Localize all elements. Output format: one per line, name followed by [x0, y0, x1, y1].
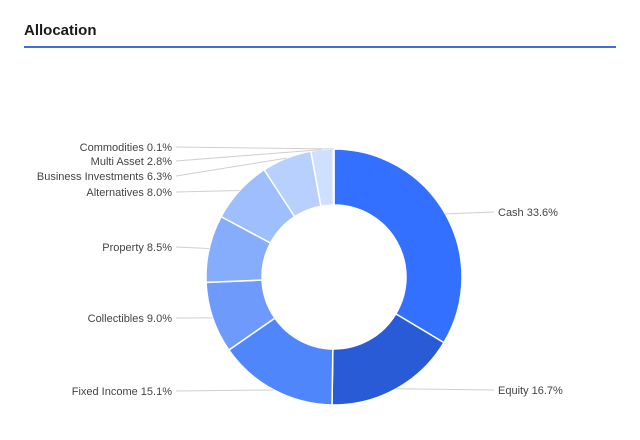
donut-slices [205, 148, 463, 406]
label-multi-asset: Multi Asset 2.8% [91, 156, 173, 168]
label-collectibles: Collectibles 9.0% [88, 313, 173, 325]
label-property: Property 8.5% [102, 242, 172, 254]
leader-line-fixed-income [175, 389, 274, 392]
leader-line-cash [445, 211, 495, 215]
leader-line-property [175, 246, 210, 250]
leader-line-multi-asset [175, 149, 323, 162]
leader-line-business-investments [175, 157, 287, 177]
leader-line-equity [396, 388, 495, 391]
slice-cash [333, 148, 463, 344]
slice-labels: Cash 33.6% Equity 16.7% Fixed Income 15.1%… [37, 142, 563, 398]
label-business-investments: Business Investments 6.3% [37, 171, 172, 183]
label-commodities: Commodities 0.1% [80, 142, 173, 154]
section-header: Allocation [24, 0, 616, 48]
leader-lines [175, 146, 495, 392]
section-title: Allocation [24, 22, 97, 39]
label-alternatives: Alternatives 8.0% [86, 187, 172, 199]
slice-commodities [332, 148, 335, 206]
label-cash: Cash 33.6% [498, 207, 558, 219]
label-equity: Equity 16.7% [498, 385, 563, 397]
label-fixed-income: Fixed Income 15.1% [72, 386, 172, 398]
leader-line-alternatives [175, 189, 240, 193]
leader-line-commodities [175, 146, 334, 150]
